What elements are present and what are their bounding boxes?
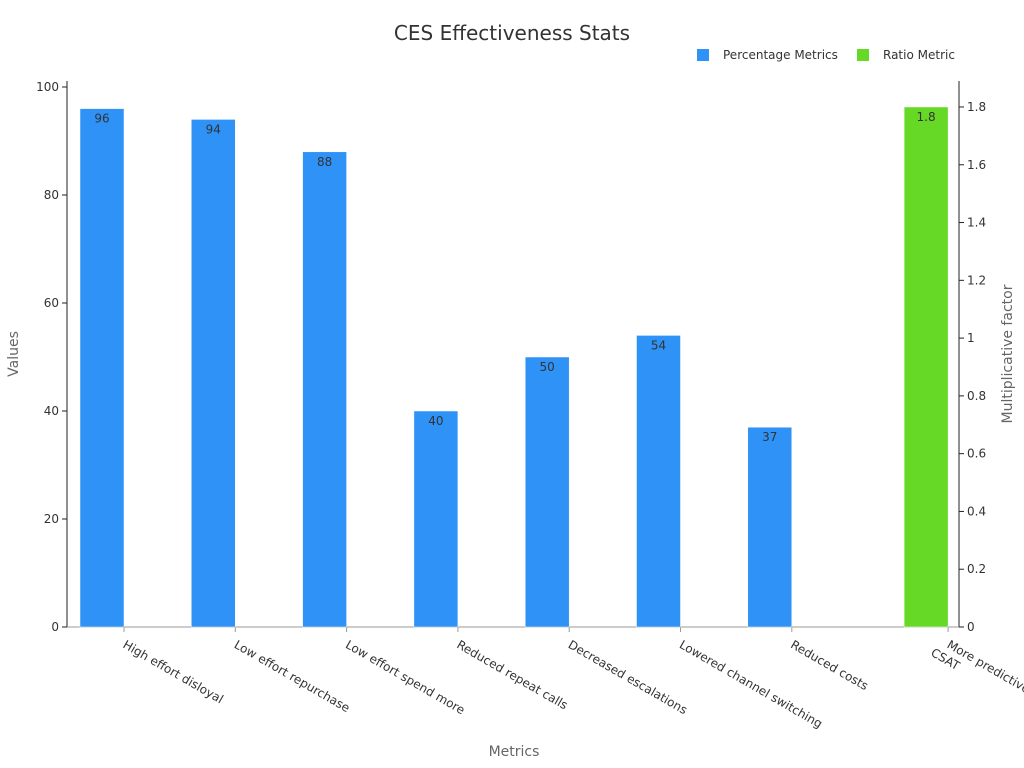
x-axis-title: Metrics: [489, 744, 540, 760]
legend-label-percentage: Percentage Metrics: [723, 48, 838, 62]
x-tick-label: More predictive vsCSAT: [928, 632, 1024, 717]
data-label: 1.8: [917, 110, 936, 124]
y2-tick-label: 1.4: [967, 216, 986, 230]
bar-percentage: [524, 356, 570, 628]
bars: [79, 106, 949, 628]
bar-percentage: [79, 108, 125, 628]
bar-percentage: [747, 426, 793, 628]
legend-swatch-percentage: [697, 49, 709, 61]
y-tick-label: 20: [44, 512, 59, 526]
y-tick-label: 0: [51, 620, 59, 634]
data-label: 37: [762, 430, 777, 444]
y-tick-label: 40: [44, 404, 59, 418]
y2-tick-label: 0: [967, 620, 975, 634]
y2-tick-label: 1.8: [967, 100, 986, 114]
y2-tick-label: 0.4: [967, 504, 986, 518]
x-tick-label: Low effort repurchase: [232, 637, 352, 715]
y2-tick-label: 1.6: [967, 158, 986, 172]
x-tick-label: Reduced costs: [788, 637, 870, 693]
x-tick-label: Low effort spend more: [343, 637, 467, 717]
x-tick-label: High effort disloyal: [121, 637, 226, 706]
legend: Percentage Metrics Ratio Metric: [697, 48, 955, 62]
bar-percentage: [636, 335, 681, 628]
bar-percentage: [302, 151, 347, 628]
y2-axis-ticks: 0 0.2 0.4 0.6 0.8 1 1.2 1.4 1.6 1.8: [959, 100, 986, 634]
y2-tick-label: 0.6: [967, 447, 986, 461]
y-axis-ticks: 0 20 40 60 80 100: [36, 80, 67, 634]
y2-tick-label: 0.8: [967, 389, 986, 403]
x-axis-ticks: High effort disloyal Low effort repurchas…: [121, 627, 1024, 731]
legend-label-ratio: Ratio Metric: [883, 48, 955, 62]
y-tick-label: 80: [44, 188, 59, 202]
y2-tick-label: 1: [967, 331, 975, 345]
x-tick-label: Decreased escalations: [566, 637, 690, 717]
chart-title: CES Effectiveness Stats: [394, 21, 630, 45]
y2-tick-label: 0.2: [967, 562, 986, 576]
data-label: 88: [317, 155, 332, 169]
legend-swatch-ratio: [857, 49, 869, 61]
data-label: 96: [94, 112, 109, 126]
x-tick-label: Reduced repeat calls: [454, 637, 570, 712]
y2-tick-label: 1.2: [967, 273, 986, 287]
bar-percentage: [413, 410, 459, 628]
y-tick-label: 60: [44, 296, 59, 310]
y-tick-label: 100: [36, 80, 59, 94]
data-labels: 96 94 88 40 50 54 37 1.8: [94, 110, 935, 444]
bar-percentage: [191, 119, 236, 628]
data-label: 40: [428, 414, 443, 428]
data-label: 94: [206, 122, 221, 136]
data-label: 54: [651, 338, 666, 352]
bar-ratio: [903, 106, 949, 628]
data-label: 50: [540, 360, 555, 374]
y2-axis-title: Multiplicative factor: [1000, 284, 1016, 423]
y-axis-title: Values: [6, 331, 22, 377]
